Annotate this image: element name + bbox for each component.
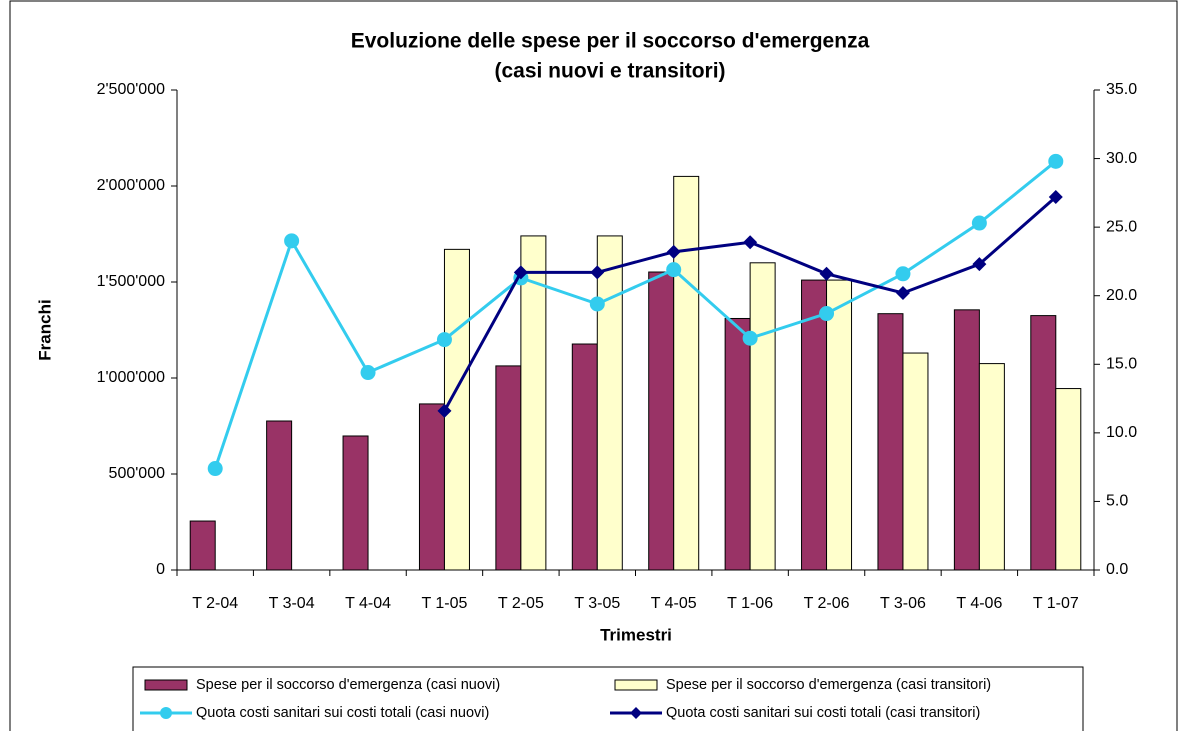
marker xyxy=(513,265,528,280)
legend-swatch xyxy=(144,679,188,691)
marker xyxy=(895,266,911,282)
y-tick-label: 1'000'000 xyxy=(97,369,166,386)
legend-label: Quota costi sanitari sui costi totali (c… xyxy=(196,705,489,721)
x-tick-label: T 1-05 xyxy=(421,595,467,612)
marker xyxy=(742,330,758,346)
x-tick-label: T 2-05 xyxy=(498,595,544,612)
chart-title: Evoluzione delle spese per il soccorso d… xyxy=(351,30,870,53)
marker xyxy=(972,257,987,272)
y2-tick-label: 35.0 xyxy=(1106,81,1137,98)
legend-marker xyxy=(630,707,642,719)
y2-tick-label: 15.0 xyxy=(1106,356,1137,373)
y-tick-label: 500'000 xyxy=(109,465,166,482)
bar xyxy=(342,435,369,571)
bar xyxy=(571,343,598,571)
legend-box xyxy=(132,666,1084,731)
bar xyxy=(1055,388,1082,571)
x-tick-label: T 4-05 xyxy=(651,595,697,612)
y2-tick-label: 25.0 xyxy=(1106,218,1137,235)
bar xyxy=(520,235,547,571)
marker xyxy=(666,244,681,259)
bar xyxy=(495,365,522,571)
x-tick-label: T 3-05 xyxy=(574,595,620,612)
marker xyxy=(971,215,987,231)
bar xyxy=(902,352,929,571)
x-tick-label: T 4-04 xyxy=(345,595,391,612)
bar xyxy=(953,309,980,571)
legend-swatch xyxy=(614,679,658,691)
bar xyxy=(749,262,776,571)
y2-tick-label: 10.0 xyxy=(1106,424,1137,441)
y2-tick-label: 20.0 xyxy=(1106,287,1137,304)
marker xyxy=(437,403,452,418)
marker xyxy=(436,332,452,348)
y-tick-label: 2'500'000 xyxy=(97,81,166,98)
bar xyxy=(418,403,445,571)
bar xyxy=(189,520,216,571)
marker xyxy=(284,233,300,249)
bar xyxy=(266,420,293,571)
legend-label: Quota costi sanitari sui costi totali (c… xyxy=(666,705,980,721)
x-tick-label: T 3-06 xyxy=(880,595,926,612)
x-tick-label: T 3-04 xyxy=(269,595,315,612)
chart-subtitle: (casi nuovi e transitori) xyxy=(494,60,725,83)
y2-tick-label: 30.0 xyxy=(1106,150,1137,167)
legend-marker xyxy=(160,707,172,719)
marker xyxy=(666,262,682,278)
marker xyxy=(895,285,910,300)
bar xyxy=(826,279,853,571)
bar xyxy=(596,235,623,571)
bar xyxy=(978,363,1005,571)
x-tick-label: T 4-06 xyxy=(956,595,1002,612)
marker xyxy=(207,461,223,477)
marker xyxy=(819,306,835,322)
y-tick-label: 2'000'000 xyxy=(97,177,166,194)
marker xyxy=(819,266,834,281)
legend-label: Spese per il soccorso d'emergenza (casi … xyxy=(196,677,500,693)
bar xyxy=(648,271,675,571)
y-tick-label: 1'500'000 xyxy=(97,273,166,290)
bar xyxy=(877,313,904,571)
marker xyxy=(590,265,605,280)
y2-tick-label: 0.0 xyxy=(1106,561,1128,578)
x-tick-label: T 1-06 xyxy=(727,595,773,612)
bar xyxy=(801,279,828,571)
y-tick-label: 0 xyxy=(156,561,165,578)
bar xyxy=(1030,315,1057,571)
bar xyxy=(724,317,751,571)
x-tick-label: T 2-04 xyxy=(192,595,238,612)
legend-label: Spese per il soccorso d'emergenza (casi … xyxy=(666,677,991,693)
marker xyxy=(360,365,376,381)
y-axis-title: Franchi xyxy=(35,299,54,360)
x-tick-label: T 2-06 xyxy=(804,595,850,612)
line xyxy=(213,160,1057,469)
x-axis-title: Trimestri xyxy=(600,625,672,644)
y2-tick-label: 5.0 xyxy=(1106,493,1128,510)
marker xyxy=(589,296,605,312)
marker xyxy=(743,235,758,250)
x-tick-label: T 1-07 xyxy=(1033,595,1079,612)
marker xyxy=(1048,153,1064,169)
marker xyxy=(1048,189,1063,204)
bar xyxy=(673,175,700,571)
